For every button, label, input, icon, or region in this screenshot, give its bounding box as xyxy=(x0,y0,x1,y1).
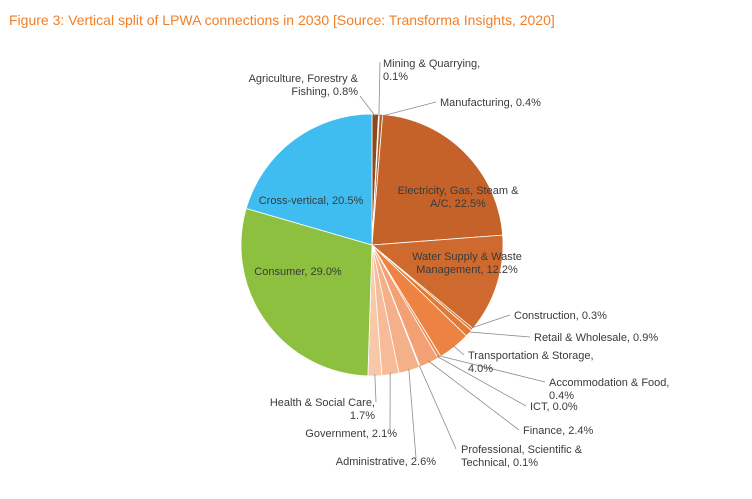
pie-slice-water-supply-waste-management xyxy=(370,234,504,330)
slice-label-line: Fishing, 0.8% xyxy=(291,86,358,98)
slice-label-retail-wholesale: Retail & Wholesale, 0.9% xyxy=(534,332,658,344)
leader-line-health-social-care xyxy=(374,373,377,403)
slice-label-ict: ICT, 0.0% xyxy=(530,401,578,413)
slice-label-line: Water Supply & Waste xyxy=(412,251,522,263)
pie-slice-cross-vertical xyxy=(245,113,373,246)
slice-label-agriculture-forestry-fishing: Agriculture, Forestry & Fishing, 0.8% xyxy=(249,73,359,98)
pie-slices xyxy=(240,113,504,377)
slice-label-electricity-gas-steam-a-c: Electricity, Gas, Steam & A/C, 22.5% xyxy=(398,185,519,210)
slice-label-mining-quarrying: Mining & Quarrying, 0.1% xyxy=(383,58,480,83)
slice-label-line: Health & Social Care, xyxy=(270,397,375,409)
slice-label-line: Agriculture, Forestry & xyxy=(249,73,359,85)
slice-label-line: Retail & Wholesale, 0.9% xyxy=(534,332,658,344)
slice-label-line: A/C, 22.5% xyxy=(430,198,486,210)
leader-line-accommodation-food xyxy=(438,355,546,383)
leader-lines xyxy=(359,61,546,459)
slice-label-finance: Finance, 2.4% xyxy=(523,425,594,437)
slice-labels: Agriculture, Forestry & Fishing, 0.8% Mini… xyxy=(249,58,670,469)
figure-title: Figure 3: Vertical split of LPWA connect… xyxy=(9,12,555,28)
slice-label-line: Administrative, 2.6% xyxy=(336,456,436,468)
leader-line-ict xyxy=(436,356,527,407)
slice-label-line: Finance, 2.4% xyxy=(523,425,594,437)
slice-label-line: 0.4% xyxy=(549,390,574,402)
slice-label-line: Mining & Quarrying, xyxy=(383,58,480,70)
slice-label-line: Accommodation & Food, xyxy=(549,377,669,389)
slice-label-transportation-storage: Transportation & Storage, 4.0% xyxy=(468,350,594,375)
leader-line-transportation-storage xyxy=(452,345,465,356)
pie-slice-electricity-gas-steam-a-c xyxy=(371,114,504,246)
slice-label-line: Technical, 0.1% xyxy=(461,457,538,469)
slice-label-construction: Construction, 0.3% xyxy=(514,310,607,322)
slice-label-administrative: Administrative, 2.6% xyxy=(336,456,436,468)
leader-line-finance xyxy=(428,360,520,431)
slice-label-line: Transportation & Storage, xyxy=(468,350,594,362)
slice-label-accommodation-food: Accommodation & Food, 0.4% xyxy=(549,377,669,402)
leader-line-retail-wholesale xyxy=(467,331,531,338)
pie-slice-consumer xyxy=(240,207,373,377)
slice-label-line: Cross-vertical, 20.5% xyxy=(259,195,364,207)
leader-line-administrative xyxy=(408,368,417,459)
slice-label-line: Professional, Scientific & xyxy=(461,444,583,456)
slice-label-health-social-care: Health & Social Care, 1.7% xyxy=(270,397,375,422)
slice-label-line: Management, 12.2% xyxy=(416,264,518,276)
slice-label-line: 4.0% xyxy=(468,363,493,375)
leader-line-manufacturing xyxy=(380,101,437,117)
slice-label-line: Government, 2.1% xyxy=(305,428,397,440)
slice-label-government: Government, 2.1% xyxy=(305,428,397,440)
slice-label-professional-scientific-technical: Professional, Scientific & Technical, 0.1… xyxy=(461,444,583,469)
slice-label-line: Consumer, 29.0% xyxy=(254,266,342,278)
slice-label-line: Manufacturing, 0.4% xyxy=(440,97,541,109)
slice-label-consumer: Consumer, 29.0% xyxy=(254,266,342,278)
slice-label-water-supply-waste-management: Water Supply & Waste Management, 12.2% xyxy=(412,251,522,276)
leader-line-construction xyxy=(470,314,511,329)
slice-label-line: Construction, 0.3% xyxy=(514,310,607,322)
slice-label-manufacturing: Manufacturing, 0.4% xyxy=(440,97,541,109)
leader-line-professional-scientific-technical xyxy=(418,364,457,450)
leader-line-mining-quarrying xyxy=(378,61,381,117)
slice-label-line: ICT, 0.0% xyxy=(530,401,578,413)
slice-label-line: Electricity, Gas, Steam & xyxy=(398,185,519,197)
leader-line-agriculture-forestry-fishing xyxy=(359,95,376,117)
slice-label-line: 0.1% xyxy=(383,71,408,83)
slice-label-cross-vertical: Cross-vertical, 20.5% xyxy=(259,195,364,207)
slice-label-line: 1.7% xyxy=(350,410,375,422)
